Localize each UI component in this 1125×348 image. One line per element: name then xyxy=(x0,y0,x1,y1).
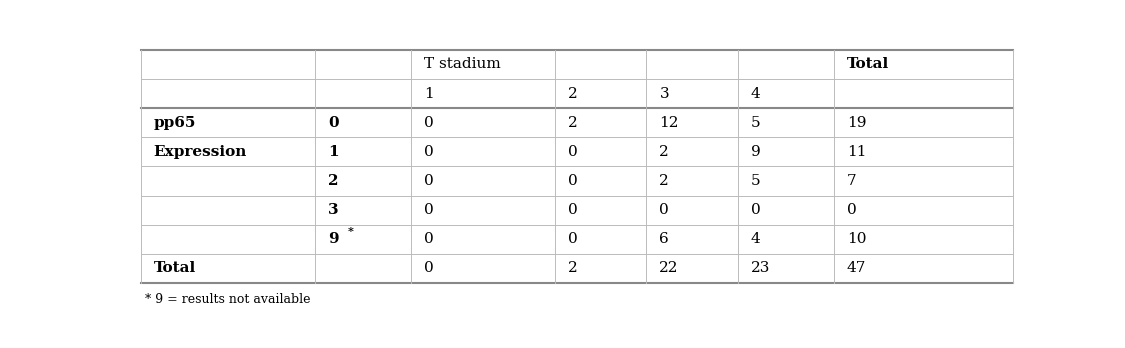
Text: pp65: pp65 xyxy=(154,116,196,130)
Text: 0: 0 xyxy=(659,203,669,217)
Text: 22: 22 xyxy=(659,261,678,275)
Text: 2: 2 xyxy=(568,87,577,101)
Text: 0: 0 xyxy=(847,203,856,217)
Text: Expression: Expression xyxy=(154,145,248,159)
Text: 47: 47 xyxy=(847,261,866,275)
Text: 9: 9 xyxy=(328,232,339,246)
Text: 11: 11 xyxy=(847,145,866,159)
Text: T stadium: T stadium xyxy=(424,57,501,71)
Text: 0: 0 xyxy=(568,232,577,246)
Text: * 9 = results not available: * 9 = results not available xyxy=(145,293,310,306)
Text: 2: 2 xyxy=(659,145,669,159)
Text: 0: 0 xyxy=(568,203,577,217)
Text: 3: 3 xyxy=(659,87,669,101)
Text: 0: 0 xyxy=(424,145,434,159)
Text: 2: 2 xyxy=(659,174,669,188)
Text: Total: Total xyxy=(154,261,196,275)
Text: 10: 10 xyxy=(847,232,866,246)
Text: 19: 19 xyxy=(847,116,866,130)
Text: 0: 0 xyxy=(424,232,434,246)
Text: 2: 2 xyxy=(568,261,577,275)
Text: 0: 0 xyxy=(424,261,434,275)
Text: 6: 6 xyxy=(659,232,669,246)
Text: 7: 7 xyxy=(847,174,856,188)
Text: 0: 0 xyxy=(568,174,577,188)
Text: Total: Total xyxy=(847,57,889,71)
Text: 12: 12 xyxy=(659,116,678,130)
Text: 5: 5 xyxy=(752,116,760,130)
Text: 9: 9 xyxy=(752,145,760,159)
Text: 23: 23 xyxy=(752,261,771,275)
Text: 2: 2 xyxy=(328,174,339,188)
Text: 3: 3 xyxy=(328,203,339,217)
Text: 1: 1 xyxy=(328,145,339,159)
Text: 2: 2 xyxy=(568,116,577,130)
Text: 5: 5 xyxy=(752,174,760,188)
Text: 0: 0 xyxy=(424,116,434,130)
Text: 4: 4 xyxy=(752,87,760,101)
Text: 0: 0 xyxy=(568,145,577,159)
Text: 1: 1 xyxy=(424,87,434,101)
Text: 0: 0 xyxy=(424,203,434,217)
Text: 0: 0 xyxy=(752,203,760,217)
Text: 0: 0 xyxy=(424,174,434,188)
Text: 4: 4 xyxy=(752,232,760,246)
Text: *: * xyxy=(348,226,353,237)
Text: 0: 0 xyxy=(328,116,339,130)
